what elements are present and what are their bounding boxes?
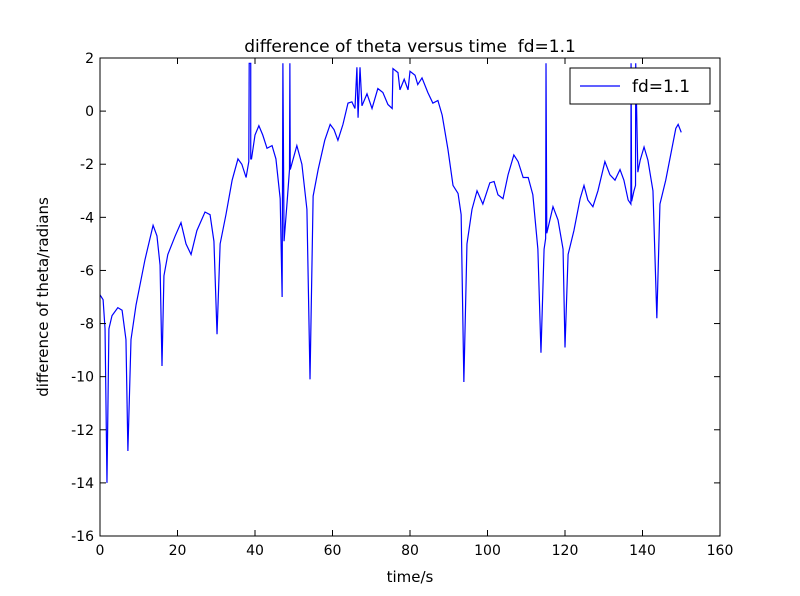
y-tick-label: -12 bbox=[71, 423, 94, 439]
y-tick-label: 0 bbox=[85, 104, 94, 120]
y-tick-label: -8 bbox=[80, 317, 94, 333]
y-tick-label: -10 bbox=[71, 370, 94, 386]
y-tick-label: -14 bbox=[71, 476, 94, 492]
y-tick-label: -2 bbox=[80, 157, 94, 173]
x-axis-label: time/s bbox=[387, 568, 434, 586]
x-tick-label: 40 bbox=[246, 543, 264, 559]
x-tick-label: 120 bbox=[552, 543, 579, 559]
y-tick-label: 2 bbox=[85, 51, 94, 67]
x-tick-label: 80 bbox=[401, 543, 419, 559]
y-tick-label: -16 bbox=[71, 529, 94, 545]
chart-title: difference of theta versus time fd=1.1 bbox=[244, 37, 576, 57]
data-line bbox=[100, 62, 682, 483]
y-axis-label: difference of theta/radians bbox=[34, 197, 52, 397]
x-tick-label: 100 bbox=[474, 543, 501, 559]
x-tick-label: 20 bbox=[169, 543, 187, 559]
x-tick-label: 60 bbox=[324, 543, 342, 559]
x-tick-label: 160 bbox=[707, 543, 734, 559]
x-tick-label: 140 bbox=[629, 543, 656, 559]
y-tick-label: -6 bbox=[80, 263, 94, 279]
y-tick-label: -4 bbox=[80, 210, 94, 226]
legend-label: fd=1.1 bbox=[632, 77, 690, 97]
x-tick-label: 0 bbox=[96, 543, 105, 559]
